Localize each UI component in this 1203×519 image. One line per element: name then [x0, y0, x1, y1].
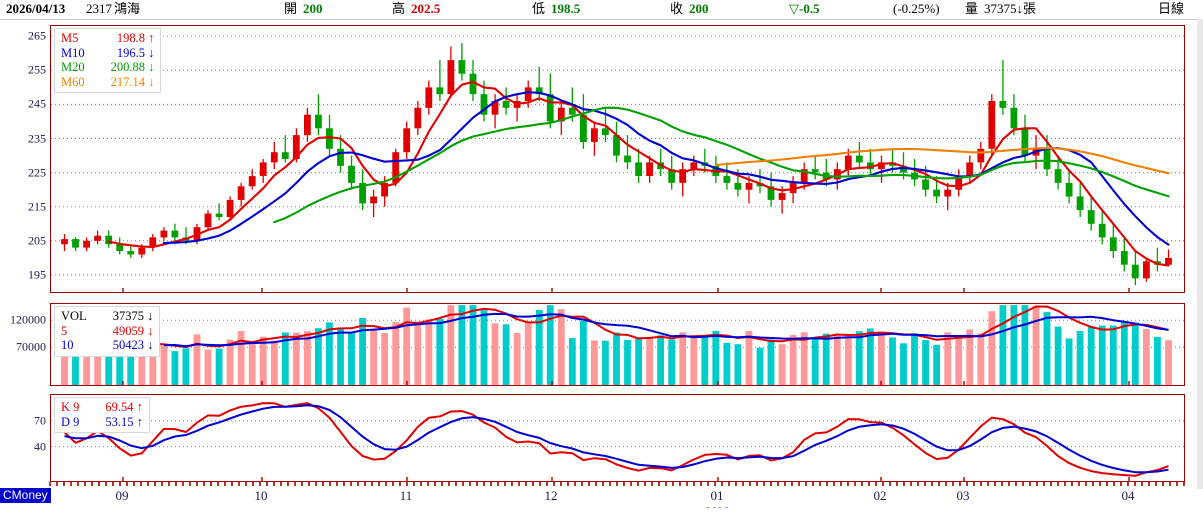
header-low-value: 198.5	[551, 1, 581, 16]
header-open-value: 200	[303, 1, 323, 16]
axis-tick: 195	[28, 267, 46, 282]
axis-tick: 40	[34, 439, 46, 454]
legend-vol5-name: 5	[61, 323, 68, 338]
legend-ma10-value: 196.5 ↓	[116, 45, 155, 60]
legend-ma20-value: 200.88 ↓	[110, 60, 155, 74]
footer-strip	[0, 508, 1203, 517]
axis-tick: 225	[28, 165, 46, 180]
axis-tick: 245	[28, 96, 46, 111]
header-date: 2026/04/13	[6, 1, 66, 16]
legend-k-value: 69.54 ↑	[105, 400, 143, 414]
volume-chart-svg	[51, 305, 1184, 385]
vertical-scrollbar[interactable]	[1197, 19, 1203, 489]
legend-vol10-value: 50423 ↓	[112, 338, 154, 352]
cmoney-logo: CMoney	[0, 488, 51, 503]
header-change-pct: (-0.25%)	[893, 1, 940, 16]
kd-chart-svg	[51, 402, 1184, 481]
x-axis-label: 10	[254, 488, 268, 503]
legend-d-name: D 9	[61, 414, 80, 429]
axis-tick: 120000	[10, 312, 46, 327]
x-axis-label: 12	[544, 488, 558, 503]
header-high-value: 202.5	[411, 1, 441, 16]
x-axis-label: 03	[956, 488, 970, 503]
volume-axis-labels: 120000 70000	[0, 303, 46, 386]
legend-ma5-name: M5	[61, 31, 79, 45]
axis-tick: 265	[28, 28, 46, 43]
volume-legend: VOL 37375 ↓ 5 49059 ↓ 10 50423 ↓	[54, 306, 161, 357]
price-chart-svg	[51, 35, 1184, 292]
kd-chart-panel[interactable]: K 9 69.54 ↑ D 9 53.15 ↑	[50, 394, 1185, 482]
header-low-label: 低	[532, 1, 546, 16]
axis-tick: 235	[28, 131, 46, 146]
legend-d-value: 53.15 ↑	[105, 414, 143, 429]
x-axis-label: 11	[399, 488, 413, 503]
axis-tick: 255	[28, 62, 46, 77]
header-change: ▽-0.5	[789, 1, 820, 16]
x-axis-label: 01	[710, 488, 724, 503]
legend-ma10-name: M10	[61, 45, 85, 60]
header-period: 日線	[1158, 1, 1185, 16]
volume-chart-panel[interactable]: VOL 37375 ↓ 5 49059 ↓ 10 50423 ↓	[50, 303, 1185, 386]
kd-legend: K 9 69.54 ↑ D 9 53.15 ↑	[54, 397, 150, 433]
x-axis-label: 04	[1121, 488, 1135, 503]
legend-ma20-name: M20	[61, 60, 85, 74]
legend-ma60-name: M60	[61, 74, 85, 89]
header-high-label: 高	[392, 1, 406, 16]
x-axis-label: 09	[115, 488, 129, 503]
header-stock-code: 2317	[86, 1, 112, 16]
kd-axis-labels: 70 40	[0, 394, 46, 482]
price-chart-panel[interactable]: M5 198.8 ↑ M10 196.5 ↓ M20 200.88 ↓ M60 217.…	[50, 25, 1185, 293]
header-close-label: 收	[670, 1, 684, 16]
header-open-label: 開	[284, 1, 298, 16]
legend-vol-value: 37375 ↓	[112, 309, 154, 323]
legend-vol5-value: 49059 ↓	[112, 323, 154, 338]
header-volume-label: 量	[965, 1, 979, 16]
x-axis-ticks	[49, 482, 1185, 486]
axis-tick: 70000	[16, 339, 46, 354]
axis-tick: 215	[28, 199, 46, 214]
axis-tick: 205	[28, 233, 46, 248]
price-axis-labels: 265 255 245 235 225 215 205 195	[0, 25, 46, 293]
header-bar: 2026/04/13 2317 鴻海 開 200 高 202.5 低 198.5…	[0, 0, 1203, 20]
x-axis-label: 02	[873, 488, 887, 503]
header-close-value: 200	[689, 1, 709, 16]
price-legend: M5 198.8 ↑ M10 196.5 ↓ M20 200.88 ↓ M60 217.…	[54, 28, 162, 93]
legend-ma60-value: 217.14 ↓	[110, 74, 155, 89]
header-volume-value: 37375↓張	[984, 1, 1037, 16]
legend-vol-name: VOL	[61, 309, 87, 323]
header-stock-name: 鴻海	[114, 1, 141, 16]
legend-ma5-value: 198.8 ↑	[116, 31, 155, 45]
legend-vol10-name: 10	[61, 338, 74, 352]
legend-k-name: K 9	[61, 400, 80, 414]
axis-tick: 70	[34, 413, 46, 428]
